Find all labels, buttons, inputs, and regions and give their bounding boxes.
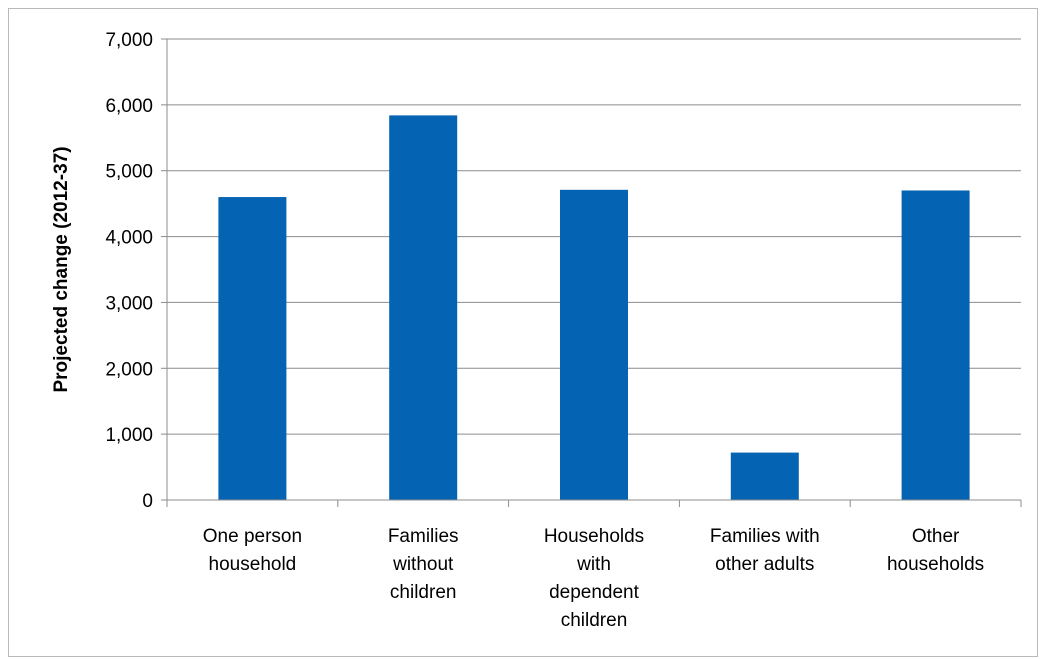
y-tick-label: 1,000	[105, 425, 153, 446]
bar	[389, 115, 458, 500]
chart-frame	[8, 8, 1038, 657]
gridlines	[167, 38, 1021, 435]
x-tick-labels: One person household Families without childr…	[203, 526, 984, 631]
y-tick-label: 5,000	[105, 162, 153, 183]
axes	[161, 38, 1022, 507]
y-tick-label: 7,000	[105, 30, 153, 51]
bar	[901, 190, 970, 500]
bar	[218, 197, 287, 501]
y-tick-label: 2,000	[105, 359, 153, 380]
y-tick-labels: 0 1,000 2,000 3,000 4,000 5,000 6,000 7,000	[105, 30, 153, 512]
y-axis-label: Projected change (2012-37)	[51, 146, 72, 392]
x-tick-label: Households with dependent children	[544, 526, 644, 631]
y-tick-label: 0	[142, 491, 153, 512]
y-tick-label: 6,000	[105, 96, 153, 117]
bar	[730, 452, 799, 500]
y-tick-label: 4,000	[105, 228, 153, 249]
y-tick-label: 3,000	[105, 293, 153, 314]
x-tick-label: Families without children	[388, 526, 459, 603]
bars	[218, 115, 970, 501]
x-tick-label: One person household	[203, 526, 302, 575]
x-tick-label: Other households	[887, 526, 984, 575]
bar	[560, 189, 628, 500]
x-tick-label: Families with other adults	[710, 526, 820, 575]
